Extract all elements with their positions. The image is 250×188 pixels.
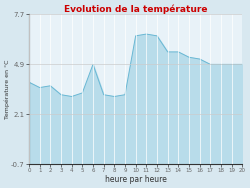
X-axis label: heure par heure: heure par heure bbox=[105, 175, 166, 184]
Title: Evolution de la température: Evolution de la température bbox=[64, 4, 208, 14]
Y-axis label: Température en °C: Température en °C bbox=[4, 60, 10, 119]
